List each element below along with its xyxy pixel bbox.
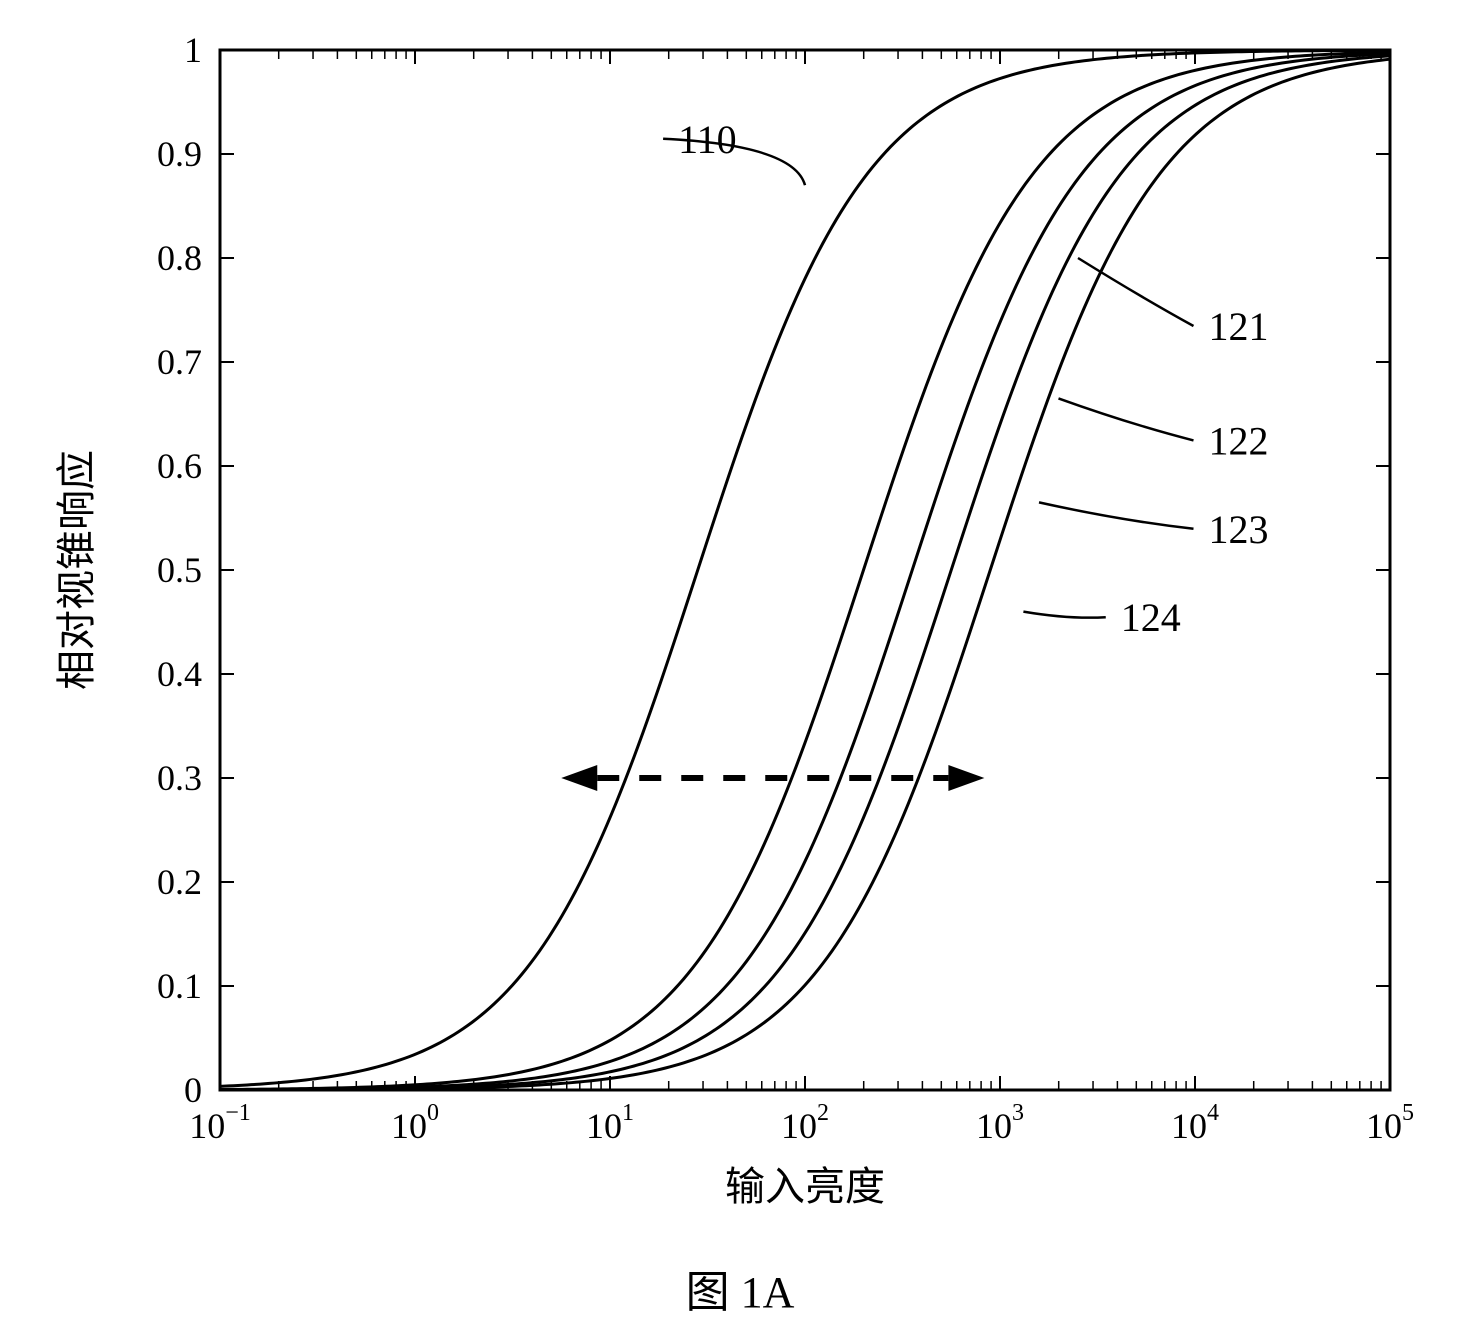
y-axis-label: 相对视锥响应 xyxy=(54,450,99,690)
ytick-label: 0.8 xyxy=(157,238,202,278)
shift-arrow-head-right xyxy=(948,765,984,791)
curve-label-122: 122 xyxy=(1209,418,1269,463)
xtick-label: 101 xyxy=(586,1100,634,1146)
curve-123 xyxy=(220,56,1390,1090)
xtick-label: 104 xyxy=(1171,1100,1219,1146)
xtick-label: 103 xyxy=(976,1100,1024,1146)
xtick-label: 105 xyxy=(1366,1100,1414,1146)
curve-label-124: 124 xyxy=(1121,595,1181,640)
leader-124 xyxy=(1023,612,1105,618)
ytick-label: 0.2 xyxy=(157,862,202,902)
xtick-label: 10−1 xyxy=(189,1100,251,1146)
chart-svg: 0 0.1 0.2 0.3 0.4 0.5 0.6 0.7 0.8 0.9 1 10−1 100 101 1… xyxy=(40,20,1440,1280)
leader-122 xyxy=(1059,398,1194,440)
leader-123 xyxy=(1039,502,1194,528)
ytick-label: 0.7 xyxy=(157,342,202,382)
curve-label-123: 123 xyxy=(1209,507,1269,552)
curve-label-121: 121 xyxy=(1209,304,1269,349)
ytick-label: 1 xyxy=(184,30,202,70)
x-axis-label: 输入亮度 xyxy=(725,1164,885,1209)
curve-label-110: 110 xyxy=(678,117,737,162)
shift-arrow-head-left xyxy=(561,765,597,791)
xtick-label: 100 xyxy=(391,1100,439,1146)
figure-caption: 图 1A xyxy=(0,1256,1480,1320)
xtick-label: 102 xyxy=(781,1100,829,1146)
leader-121 xyxy=(1078,258,1194,326)
ytick-label: 0.1 xyxy=(157,966,202,1006)
ytick-label: 0.4 xyxy=(157,654,202,694)
ytick-label: 0.6 xyxy=(157,446,202,486)
ytick-label: 0.5 xyxy=(157,550,202,590)
figure-container: 0 0.1 0.2 0.3 0.4 0.5 0.6 0.7 0.8 0.9 1 10−1 100 101 1… xyxy=(40,20,1440,1280)
ytick-label: 0.3 xyxy=(157,758,202,798)
ytick-label: 0.9 xyxy=(157,134,202,174)
ytick-label: 0 xyxy=(184,1070,202,1110)
